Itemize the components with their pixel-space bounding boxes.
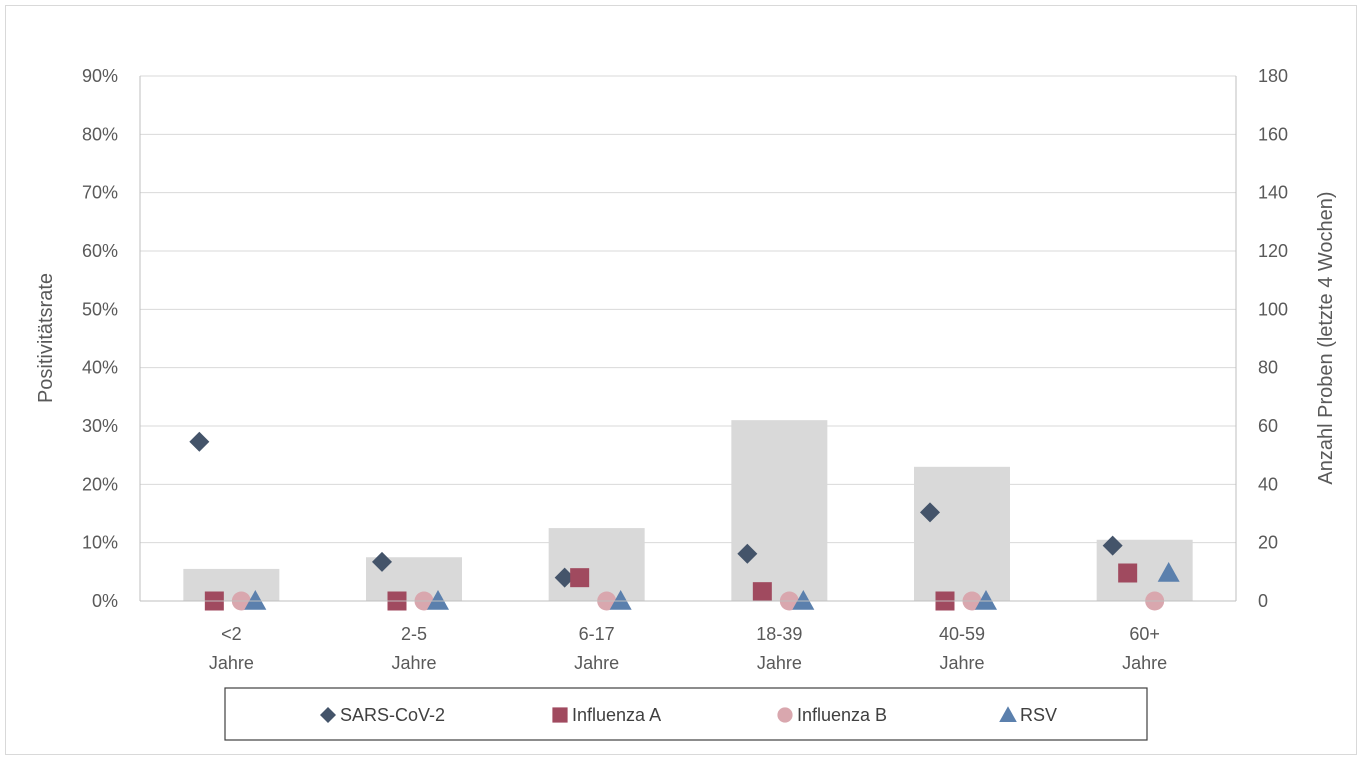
legend-label: RSV (1020, 705, 1057, 725)
marker-sars-cov-2 (554, 567, 575, 588)
marker-rsv (609, 590, 632, 610)
marker-influenza-a (570, 568, 590, 588)
x-tick-label-line2: Jahre (757, 653, 802, 673)
y-tick-label: 10% (82, 533, 118, 553)
sample-count-bar (731, 420, 828, 601)
y2-tick-label: 60 (1258, 416, 1278, 436)
sample-count-bar (548, 528, 645, 601)
y-tick-label: 0% (92, 591, 118, 611)
grid-lines (140, 75, 1236, 544)
y-axis-title: Positivitätsrate (35, 273, 57, 403)
marker-rsv (1157, 562, 1180, 582)
x-tick-label-line2: Jahre (391, 653, 436, 673)
chart-frame (5, 5, 1357, 755)
legend-label: Influenza B (797, 705, 887, 725)
y-tick-label: 90% (82, 66, 118, 86)
marker-sars-cov-2 (920, 502, 940, 523)
legend-marker (320, 707, 336, 723)
marker-influenza-a (1118, 563, 1138, 583)
y-tick-label: 40% (82, 358, 118, 378)
y-tick-label: 70% (82, 183, 118, 203)
legend-marker (999, 706, 1017, 723)
marker-rsv (244, 590, 267, 610)
marker-sars-cov-2 (189, 431, 210, 452)
sample-count-bars (183, 420, 1193, 601)
sample-count-bar (183, 568, 280, 601)
marker-sars-cov-2 (737, 543, 758, 564)
x-tick-label: <2 (221, 624, 242, 644)
y-tick-label: 80% (82, 124, 118, 144)
legend-label: Influenza A (572, 705, 661, 725)
y2-tick-label: 160 (1258, 124, 1288, 144)
y2-tick-label: 180 (1258, 66, 1288, 86)
y2-axis-title: Anzahl Proben (letzte 4 Wochen) (1315, 191, 1337, 484)
marker-rsv (792, 590, 815, 610)
x-tick-label: 2-5 (401, 624, 427, 644)
legend: SARS-CoV-2 Influenza A Influenza B RSV (224, 687, 1148, 741)
x-tick-label: 40-59 (939, 624, 985, 644)
y2-tick-label: 120 (1258, 241, 1288, 261)
x-tick-label: 60+ (1129, 624, 1160, 644)
positivity-markers (189, 431, 1180, 611)
x-tick-label-line2: Jahre (1122, 653, 1167, 673)
y2-tick-label: 40 (1258, 474, 1278, 494)
legend-box (224, 687, 1148, 741)
x-tick-label-line2: Jahre (939, 653, 984, 673)
marker-rsv (427, 590, 449, 610)
marker-sars-cov-2 (1102, 535, 1123, 556)
marker-influenza-a (752, 582, 772, 602)
legend-marker (552, 707, 568, 723)
x-tick-label: 18-39 (756, 624, 802, 644)
y2-tick-label: 140 (1258, 183, 1288, 203)
y-tick-label: 60% (82, 241, 118, 261)
y-tick-label: 30% (82, 416, 118, 436)
x-tick-label: 6-17 (579, 624, 615, 644)
marker-sars-cov-2 (372, 551, 392, 572)
y2-tick-label: 20 (1258, 533, 1278, 553)
axes: 0% 10% 20% 30% 40% 50% 60% 70% 80% 90% 0 20 40 60 80 10… (35, 66, 1337, 673)
y2-tick-label: 0 (1258, 591, 1268, 611)
marker-rsv (975, 590, 997, 610)
y-tick-label: 20% (82, 474, 118, 494)
legend-label: SARS-CoV-2 (340, 705, 445, 725)
y2-tick-label: 100 (1258, 299, 1288, 319)
legend-marker (777, 707, 793, 723)
y-tick-label: 50% (82, 299, 118, 319)
x-tick-label-line2: Jahre (209, 653, 254, 673)
x-tick-label-line2: Jahre (574, 653, 619, 673)
y2-tick-label: 80 (1258, 358, 1278, 378)
sample-count-bar (914, 466, 1010, 601)
